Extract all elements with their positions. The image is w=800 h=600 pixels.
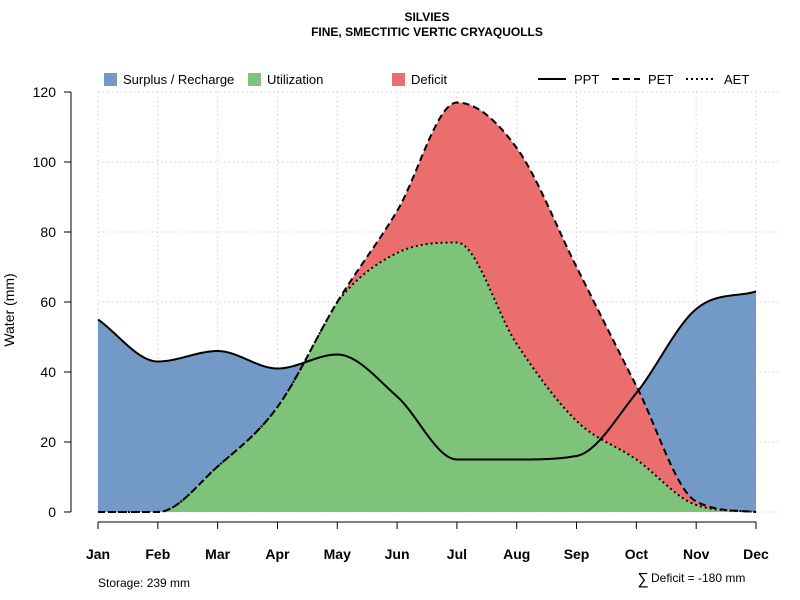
y-tick-label: 40 <box>40 364 56 380</box>
series-lines <box>97 101 757 513</box>
area-deficit <box>98 102 756 512</box>
x-tick-label: Dec <box>743 546 769 562</box>
x-tick-label: Jul <box>447 546 467 562</box>
x-tick-label: Oct <box>625 546 649 562</box>
y-tick-label: 100 <box>33 154 57 170</box>
legend-swatch-deficit <box>392 73 405 86</box>
series-line-aet <box>98 241 757 513</box>
x-tick-label: Aug <box>503 546 530 562</box>
legend-label-deficit: Deficit <box>411 72 448 87</box>
legend-swatch-surplus <box>104 73 117 86</box>
storage-annotation: Storage: 239 mm <box>98 576 190 590</box>
legend-label-surplus: Surplus / Recharge <box>123 72 234 87</box>
x-tick-label: Jun <box>385 546 410 562</box>
area-utilization <box>98 242 756 512</box>
y-axis-label: Water (mm) <box>1 273 17 346</box>
deficit-annotation: Deficit = -180 mm <box>651 571 745 585</box>
legend-label-utilization: Utilization <box>267 72 323 87</box>
y-tick-label: 80 <box>40 224 56 240</box>
x-tick-label: Nov <box>683 546 710 562</box>
x-tick-label: Apr <box>265 546 290 562</box>
legend-label-aet: AET <box>724 72 749 87</box>
y-tick-label: 20 <box>40 434 56 450</box>
y-tick-label: 0 <box>48 504 56 520</box>
axes: 0 20 40 60 80 100 120 Jan Feb Mar Apr May Jun Jul Aug S… <box>33 84 769 562</box>
x-tick-label: May <box>324 546 351 562</box>
series-line-ppt <box>97 290 757 461</box>
area-surplus-recharge <box>98 102 756 512</box>
sum-symbol: ∑ <box>637 571 648 588</box>
y-tick-label: 120 <box>33 84 57 100</box>
x-tick-label: Feb <box>145 546 170 562</box>
y-tick-label: 60 <box>40 294 56 310</box>
chart-subtitle: FINE, SMECTITIC VERTIC CRYAQUOLLS <box>311 25 543 39</box>
x-tick-label: Sep <box>564 546 590 562</box>
legend: Surplus / Recharge Utilization Deficit P… <box>104 72 749 87</box>
series-line-pet <box>98 101 757 513</box>
chart-title: SILVIES <box>404 10 449 24</box>
x-tick-label: Jan <box>86 546 110 562</box>
area-fills <box>98 102 756 512</box>
legend-label-pet: PET <box>648 72 673 87</box>
x-tick-label: Mar <box>205 546 230 562</box>
legend-label-ppt: PPT <box>574 72 599 87</box>
legend-swatch-utilization <box>248 73 261 86</box>
